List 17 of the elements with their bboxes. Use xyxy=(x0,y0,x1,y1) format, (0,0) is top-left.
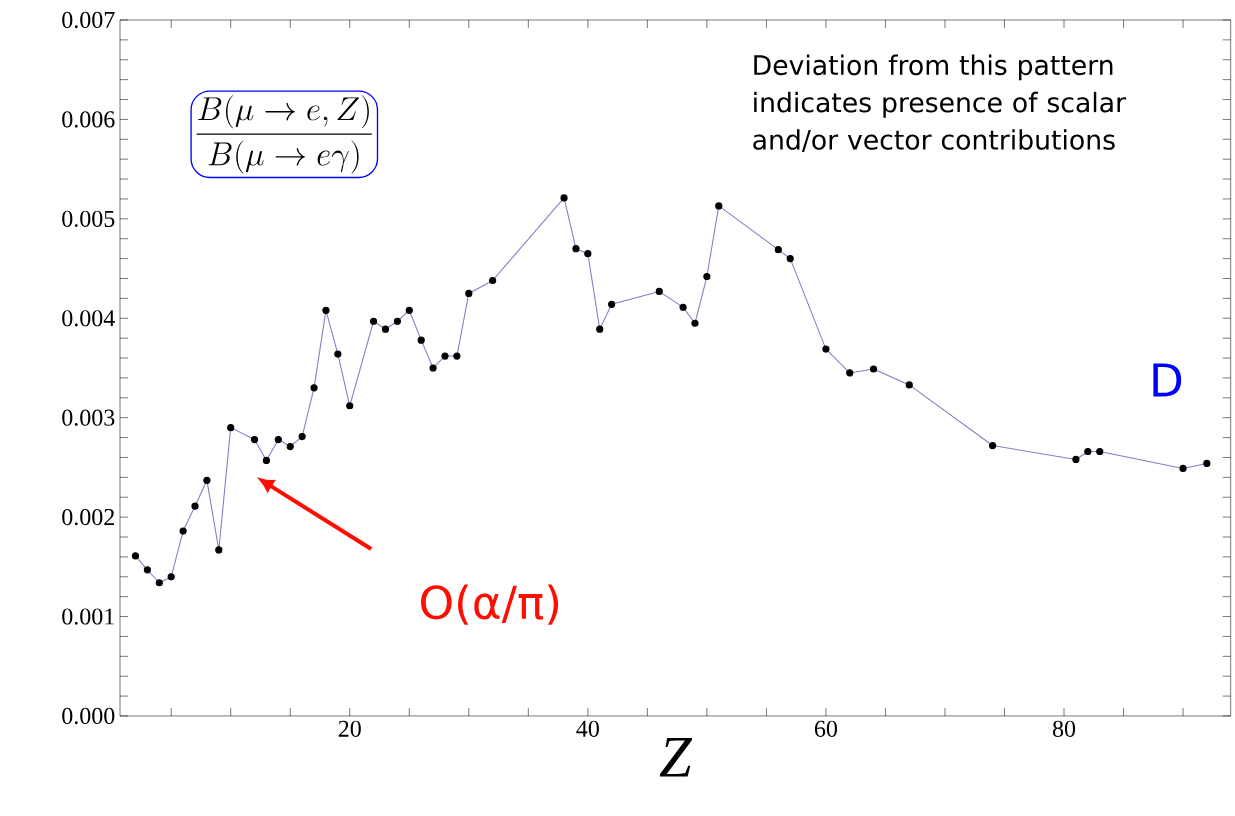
x-tick-label: 20 xyxy=(338,720,361,737)
annotation: $\frac{B(\mu\rightarrow e,Z)}{B(\mu\rightarrow e\gamma)}$ xyxy=(196,95,372,174)
x-tick-label: 40 xyxy=(576,720,599,737)
x-tick-label: 60 xyxy=(814,720,838,737)
y-tick-label: 0.007 xyxy=(62,11,115,29)
x-axis-title: Z xyxy=(659,738,693,777)
y-tick-label: 0.002 xyxy=(62,508,114,526)
y-tick-label: 0.006 xyxy=(62,111,115,128)
y-tick-label: 0.004 xyxy=(62,310,115,327)
y-tick-label: 0.001 xyxy=(62,608,114,625)
annotation: O(α/π) xyxy=(421,584,559,625)
y-tick-label: 0.005 xyxy=(62,210,115,227)
y-tick-label: 0.003 xyxy=(62,409,115,426)
y-tick-label: 0.000 xyxy=(62,707,115,725)
x-tick-label: 80 xyxy=(1052,720,1076,737)
annotation: D xyxy=(1153,363,1182,397)
annotation: Deviation from this pattern indicates presence of scalar and/or vector contributions xyxy=(753,54,1127,152)
